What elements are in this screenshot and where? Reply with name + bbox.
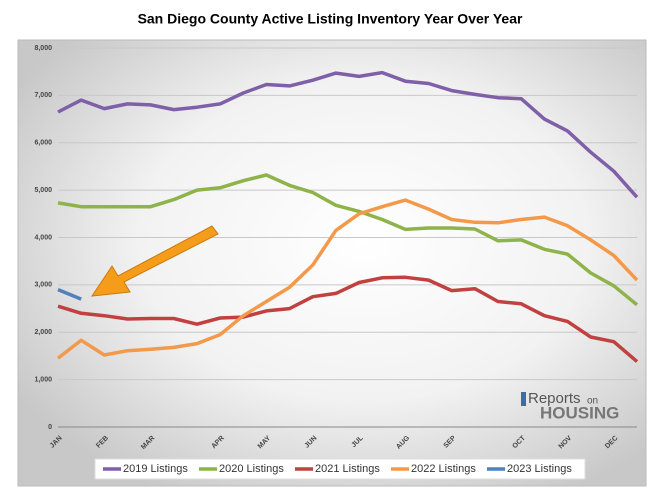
y-tick-label: 4,000 [34, 234, 52, 241]
y-tick-label: 0 [48, 424, 52, 431]
series-line [57, 287, 82, 301]
logo-small: on [587, 396, 598, 407]
y-tick-label: 1,000 [34, 376, 52, 383]
y-tick-label: 8,000 [34, 45, 52, 52]
legend-label: 2023 Listings [507, 463, 572, 475]
legend-label: 2022 Listings [411, 463, 476, 475]
y-tick-label: 6,000 [34, 140, 52, 147]
series-line [57, 275, 639, 363]
y-tick-label: 7,000 [34, 92, 52, 99]
legend-label: 2021 Listings [315, 463, 380, 475]
series-line [56, 198, 639, 360]
series-line [57, 70, 639, 199]
y-tick-label: 5,000 [34, 187, 52, 194]
logo: Reports on HOUSING [521, 390, 619, 422]
logo-brand: Reports [528, 390, 581, 407]
legend-label: 2019 Listings [123, 463, 188, 475]
lines [56, 70, 639, 363]
y-tick-label: 2,000 [34, 329, 52, 336]
legend: 2019 Listings 2020 Listings 2021 Listings 2… [94, 458, 586, 480]
y-tick-label: 3,000 [34, 282, 52, 289]
chart-title: San Diego County Active Listing Inventor… [138, 11, 523, 27]
logo-word: HOUSING [540, 403, 619, 422]
series-line [57, 173, 639, 307]
legend-label: 2020 Listings [219, 463, 284, 475]
logo-mark [521, 392, 526, 406]
arrow [90, 225, 219, 297]
legend-box [94, 458, 586, 480]
